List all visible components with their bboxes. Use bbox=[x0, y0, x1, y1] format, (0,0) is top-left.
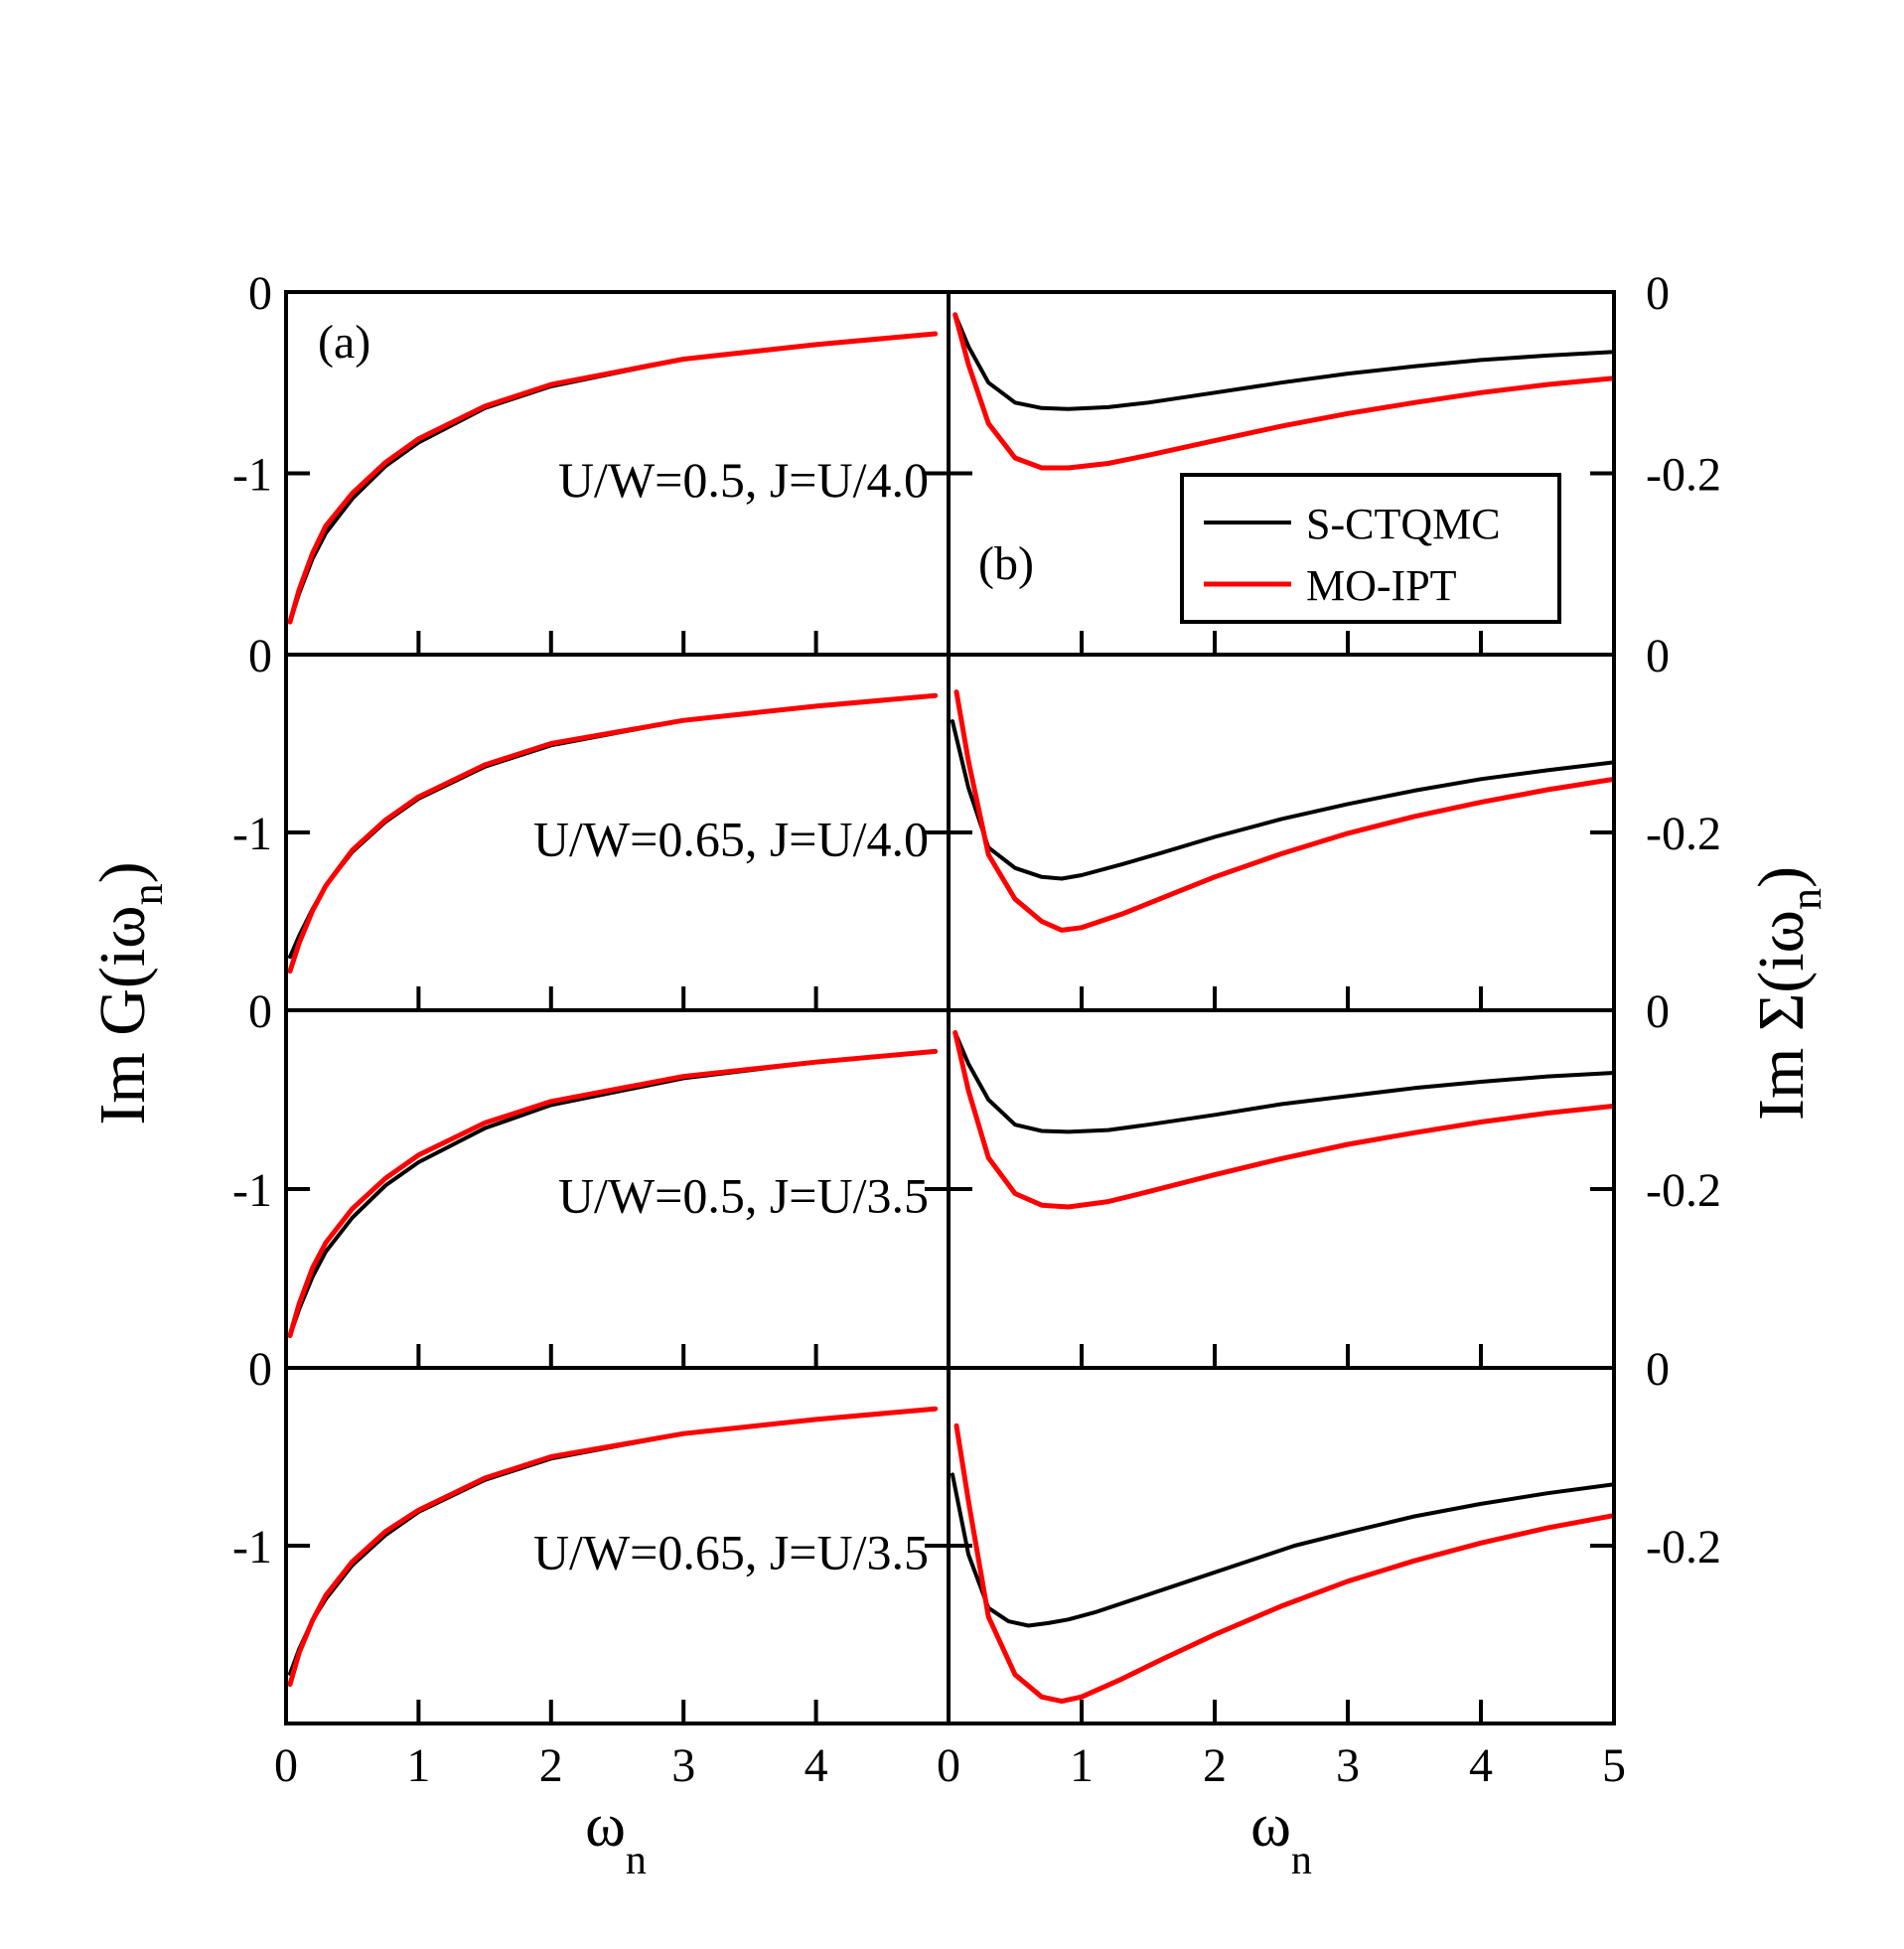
right-ylabel-sub: n bbox=[1782, 888, 1831, 910]
xlabel-main: ω bbox=[585, 1792, 626, 1860]
panel-right-row-3: 0 -0.2 bbox=[947, 985, 1721, 1370]
xlabel-main: ω bbox=[1250, 1792, 1291, 1860]
parameter-annotation: U/W=0.5, J=U/4.0 bbox=[558, 452, 929, 508]
series-s-ctqmc-line bbox=[951, 1472, 1614, 1628]
xlabel-sub: n bbox=[626, 1838, 647, 1883]
x-tick-label: 1 bbox=[1070, 1739, 1094, 1792]
parameter-annotation: U/W=0.65, J=U/3.5 bbox=[533, 1524, 929, 1579]
y-tick-label: -1 bbox=[232, 449, 272, 502]
y-tick-label: 0 bbox=[1646, 1343, 1670, 1396]
x-tick-label: 2 bbox=[539, 1739, 563, 1792]
panel-left-row-2: 0 -1 U/W=0.65, J=U/4.0 bbox=[232, 630, 951, 1012]
y-tick-label: 0 bbox=[248, 985, 272, 1038]
panel-left-row-1: 0 -1 U/W=0.5, J=U/4.0 bbox=[232, 267, 951, 657]
y-tick-label: 0 bbox=[248, 630, 272, 682]
series-s-ctqmc-line bbox=[952, 1030, 1614, 1134]
plot-frame bbox=[947, 1008, 1616, 1370]
legend-box bbox=[1180, 473, 1561, 624]
x-tick-label: 3 bbox=[671, 1739, 695, 1792]
series-mo-ipt-line bbox=[287, 1048, 939, 1339]
x-tick-label: 4 bbox=[805, 1739, 828, 1792]
left-ylabel-close: ) bbox=[86, 861, 159, 883]
y-tick-label: -0.2 bbox=[1646, 808, 1721, 860]
series-s-ctqmc-line bbox=[952, 312, 1614, 411]
right-y-axis-label: Im Σ(iωn) bbox=[1745, 866, 1831, 1121]
series-s-ctqmc-line bbox=[951, 719, 1614, 881]
y-tick-label: 0 bbox=[1646, 985, 1670, 1038]
x-tick-label: 3 bbox=[1336, 1739, 1360, 1792]
parameter-annotation: U/W=0.65, J=U/4.0 bbox=[533, 811, 929, 866]
panel-left-row-4: 0 -1 0 1 2 3 4 U/W=0.65, J=U/3.5 bbox=[232, 1343, 951, 1792]
plot-frame bbox=[947, 653, 1616, 1012]
legend-label: MO-IPT bbox=[1306, 561, 1457, 610]
left-ylabel-sub: n bbox=[123, 883, 172, 905]
y-tick-label: -0.2 bbox=[1646, 1521, 1721, 1574]
x-tick-label: 5 bbox=[1602, 1739, 1626, 1792]
plot-frame bbox=[947, 1366, 1616, 1725]
series-mo-ipt-line bbox=[952, 1030, 1614, 1210]
panel-left-row-3: 0 -1 U/W=0.5, J=U/3.5 bbox=[232, 985, 951, 1370]
x-axis-label-left: ωn bbox=[585, 1792, 647, 1883]
y-tick-label: -1 bbox=[232, 1164, 272, 1217]
series-mo-ipt-line bbox=[287, 331, 939, 625]
legend: S-CTQMC MO-IPT bbox=[1180, 473, 1561, 624]
series-mo-ipt-line bbox=[952, 312, 1614, 471]
y-tick-label: 0 bbox=[248, 267, 272, 320]
x-tick-label: 2 bbox=[1203, 1739, 1227, 1792]
panel-right-row-2: 0 -0.2 bbox=[947, 630, 1721, 1012]
panel-a-label: (a) bbox=[318, 316, 370, 369]
y-tick-label: 0 bbox=[1646, 267, 1670, 320]
y-tick-label: -0.2 bbox=[1646, 449, 1721, 502]
x-tick-label: 0 bbox=[937, 1739, 960, 1792]
panel-b-label: (b) bbox=[978, 537, 1034, 590]
left-y-axis-label: Im G(iωn) bbox=[86, 861, 172, 1124]
y-tick-label: 0 bbox=[248, 1343, 272, 1396]
y-tick-label: -1 bbox=[232, 1521, 272, 1574]
legend-label: S-CTQMC bbox=[1306, 500, 1501, 548]
series-mo-ipt-line bbox=[287, 1406, 939, 1688]
y-tick-label: -1 bbox=[232, 808, 272, 860]
series-mo-ipt-line bbox=[953, 689, 1614, 933]
left-ylabel-main: Im G(iω bbox=[86, 905, 159, 1124]
series-mo-ipt-line bbox=[287, 692, 939, 974]
x-tick-label: 0 bbox=[274, 1739, 298, 1792]
xlabel-sub: n bbox=[1291, 1838, 1312, 1883]
panel-right-row-4: 0 -0.2 0 1 2 3 4 5 bbox=[937, 1343, 1721, 1792]
right-ylabel-close: ) bbox=[1745, 866, 1818, 888]
parameter-annotation: U/W=0.5, J=U/3.5 bbox=[558, 1167, 929, 1223]
series-mo-ipt-line bbox=[953, 1423, 1614, 1705]
x-tick-label: 1 bbox=[406, 1739, 430, 1792]
y-tick-label: 0 bbox=[1646, 630, 1670, 682]
right-ylabel-main: Im Σ(iω bbox=[1745, 910, 1818, 1121]
x-axis-label-right: ωn bbox=[1250, 1792, 1312, 1883]
y-tick-label: -0.2 bbox=[1646, 1164, 1721, 1217]
x-tick-label: 4 bbox=[1469, 1739, 1493, 1792]
